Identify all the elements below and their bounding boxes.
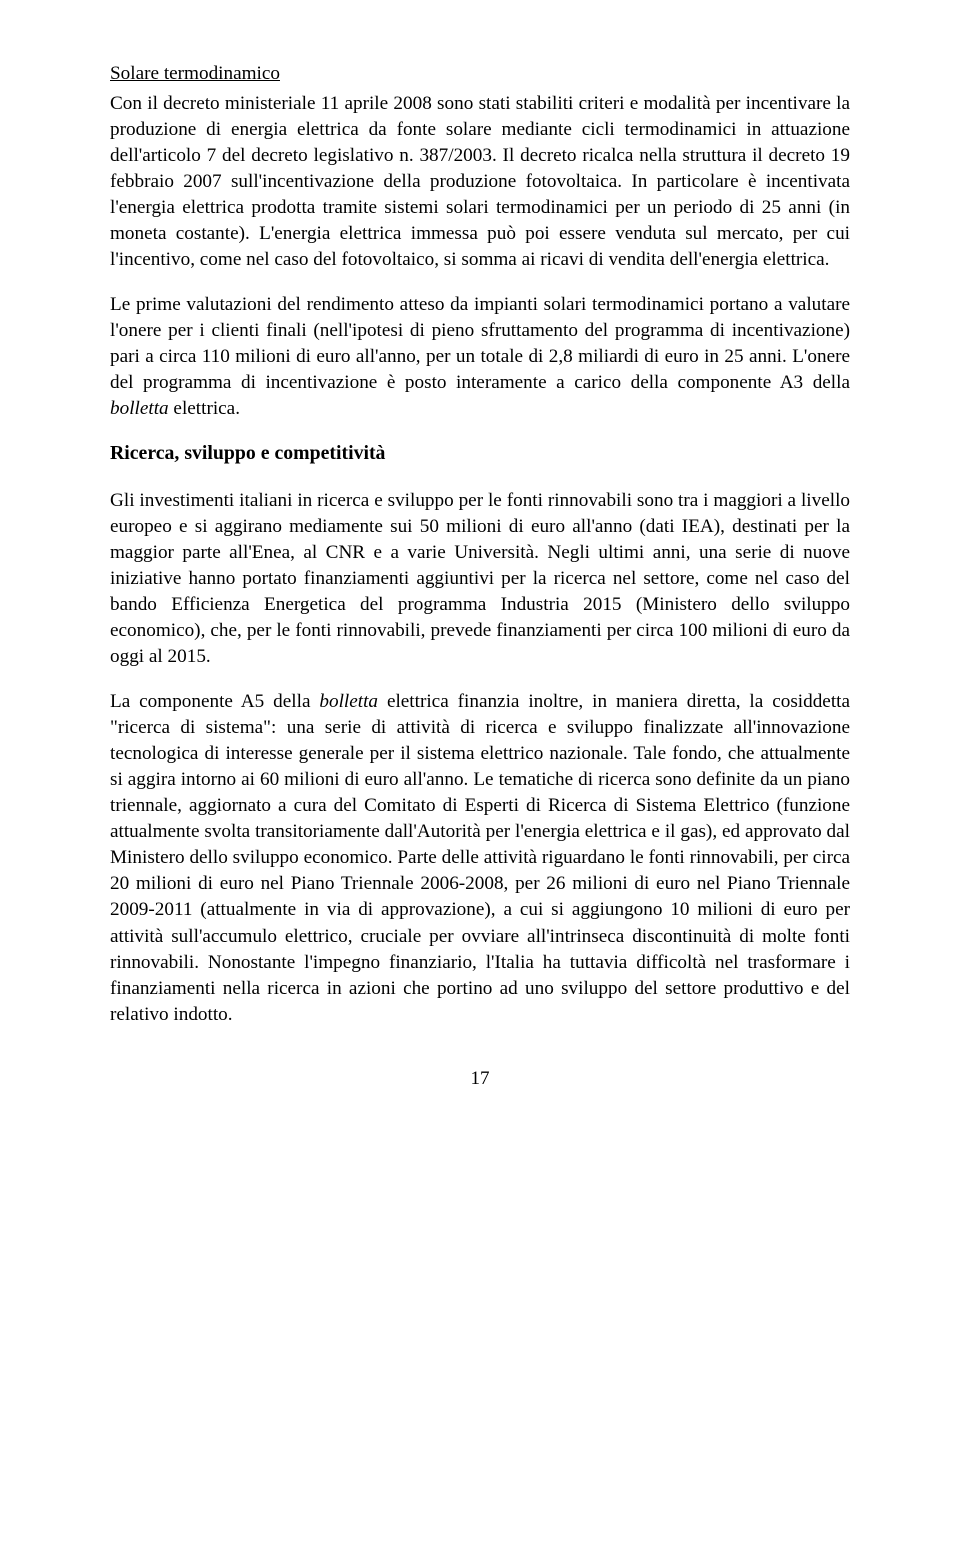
paragraph-2-part-a: Le prime valutazioni del rendimento atte… [110, 294, 850, 393]
paragraph-4: La componente A5 della bolletta elettric… [110, 689, 850, 1028]
paragraph-2-part-b: elettrica. [169, 398, 240, 419]
page-number: 17 [110, 1068, 850, 1090]
paragraph-4-part-a: La componente A5 della [110, 691, 319, 712]
paragraph-2-italic: bolletta [110, 398, 169, 419]
section-heading-ricerca: Ricerca, sviluppo e competitività [110, 440, 850, 468]
paragraph-4-italic: bolletta [319, 691, 378, 712]
paragraph-2: Le prime valutazioni del rendimento atte… [110, 292, 850, 423]
section-title-solare: Solare termodinamico [110, 60, 850, 89]
paragraph-3: Gli investimenti italiani in ricerca e s… [110, 488, 850, 671]
document-page: Solare termodinamico Con il decreto mini… [0, 0, 960, 1130]
paragraph-4-part-b: elettrica finanzia inoltre, in maniera d… [110, 691, 850, 1025]
paragraph-1: Con il decreto ministeriale 11 aprile 20… [110, 91, 850, 274]
